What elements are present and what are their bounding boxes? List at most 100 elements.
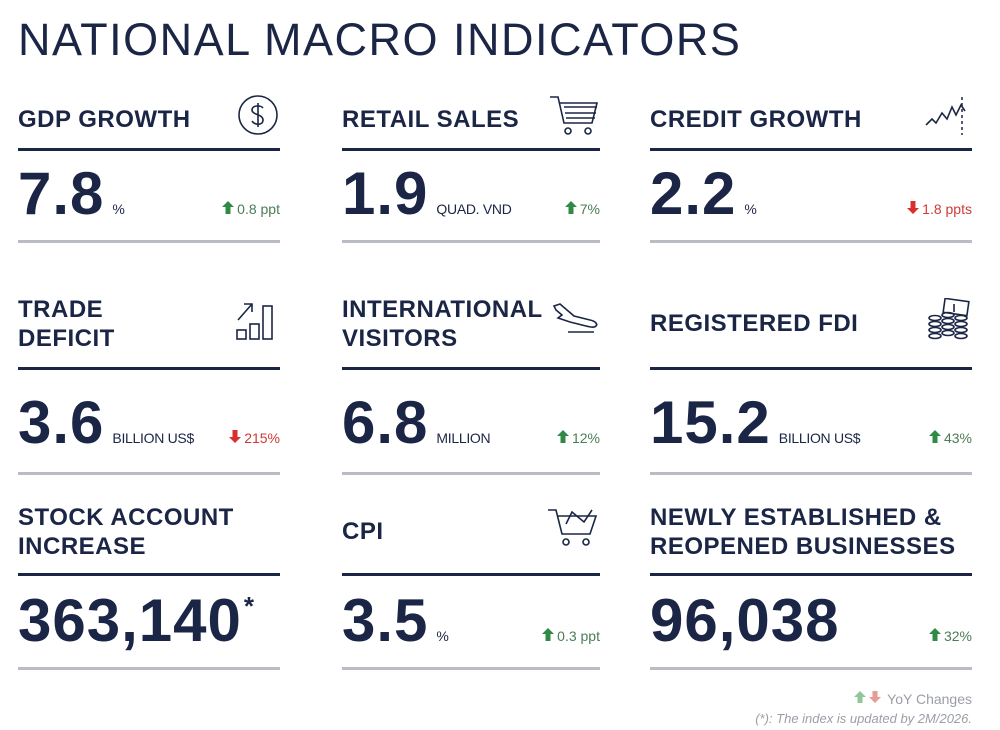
card-title: TRADE DEFICIT xyxy=(18,295,115,353)
divider xyxy=(342,472,600,475)
card-header: RETAIL SALES xyxy=(342,90,600,148)
indicator-card: STOCK ACCOUNT INCREASE 363,140 * xyxy=(18,490,280,670)
card-title-line: VISITORS xyxy=(342,324,458,352)
value-row: 3.5% 0.3 ppt xyxy=(342,591,600,651)
value-row: 363,140 * xyxy=(18,591,280,651)
yoy-change: 215% xyxy=(229,430,280,446)
legend-text: YoY Changes xyxy=(887,691,972,707)
card-title-line: CPI xyxy=(342,518,384,545)
change-text: 7% xyxy=(579,201,600,217)
card-header: NEWLY ESTABLISHED & REOPENED BUSINESSES xyxy=(650,490,972,573)
card-icon xyxy=(926,296,972,347)
value: 3.6 xyxy=(18,389,105,456)
yoy-change: 0.3 ppt xyxy=(542,628,600,644)
value: 7.8 xyxy=(18,160,105,227)
card-icon xyxy=(234,298,280,347)
indicator-card: CPI 3.5% 0.3 ppt xyxy=(342,490,600,670)
card-header: TRADE DEFICIT xyxy=(18,280,280,367)
divider xyxy=(342,148,600,151)
card-title: REGISTERED FDI xyxy=(650,309,858,338)
yoy-change: 12% xyxy=(556,430,600,446)
legend: YoY Changes xyxy=(853,690,972,707)
value: 1.9 xyxy=(342,160,429,227)
card-title: STOCK ACCOUNT INCREASE xyxy=(18,503,234,561)
card-header: INTERNATIONAL VISITORS xyxy=(342,280,600,367)
change-arrow xyxy=(542,628,555,644)
card-title-line: CREDIT GROWTH xyxy=(650,105,862,133)
value: 2.2 xyxy=(650,160,737,227)
divider xyxy=(18,573,280,576)
note-marker: * xyxy=(243,591,255,621)
card-icon xyxy=(550,298,600,347)
indicator-card: TRADE DEFICIT 3.6 BILLION US$ 215% xyxy=(18,280,280,475)
card-header: STOCK ACCOUNT INCREASE xyxy=(18,490,280,573)
card-title-line: RETAIL SALES xyxy=(342,105,520,133)
unit: MILLION xyxy=(436,430,491,446)
card-title-line: REGISTERED FDI xyxy=(650,310,859,337)
card-title-line: DEFICIT xyxy=(18,324,115,352)
card-title: INTERNATIONAL VISITORS xyxy=(342,295,543,353)
card-icon xyxy=(546,506,600,555)
card-title: RETAIL SALES xyxy=(342,105,519,134)
change-text: 43% xyxy=(943,430,972,446)
change-arrow xyxy=(229,430,242,446)
indicator-card: INTERNATIONAL VISITORS 6.8 MILLION 12% xyxy=(342,280,600,475)
divider xyxy=(18,148,280,151)
unit: BILLION US$ xyxy=(112,430,194,446)
card-title-line: INTERNATIONAL xyxy=(342,295,543,323)
unit: % xyxy=(112,201,125,217)
change-arrow xyxy=(564,201,577,217)
divider xyxy=(650,367,972,370)
divider xyxy=(342,240,600,243)
value-row: 6.8 MILLION 12% xyxy=(342,393,600,453)
change-text: 0.3 ppt xyxy=(557,628,600,644)
divider xyxy=(18,667,280,670)
divider xyxy=(342,573,600,576)
change-text: 215% xyxy=(244,430,280,446)
card-title: NEWLY ESTABLISHED & REOPENED BUSINESSES xyxy=(650,503,956,561)
value: 363,140 xyxy=(18,587,242,654)
card-title: CPI xyxy=(342,517,384,546)
card-header: CPI xyxy=(342,490,600,573)
card-title: CREDIT GROWTH xyxy=(650,105,862,134)
value-row: 96,038 32% xyxy=(650,591,972,651)
unit: BILLION US$ xyxy=(778,430,861,446)
change-text: 32% xyxy=(943,628,972,644)
value-row: 15.2 BILLION US$ 43% xyxy=(650,393,972,453)
change-text: 12% xyxy=(571,430,600,446)
unit: QUAD. VND xyxy=(436,201,512,217)
value-row: 7.8% 0.8 ppt xyxy=(18,164,280,224)
indicator-card: REGISTERED FDI 15.2 BILLION US$ 43% xyxy=(650,280,972,475)
divider xyxy=(650,573,972,576)
indicator-card: RETAIL SALES 1.9 QUAD. VND 7% xyxy=(342,90,600,243)
card-title-line: TRADE xyxy=(18,295,104,323)
footnote: (*): The index is updated by 2M/2026. xyxy=(755,711,972,726)
value: 3.5 xyxy=(342,587,429,654)
card-title-line: NEWLY ESTABLISHED & xyxy=(650,503,942,531)
divider xyxy=(342,367,600,370)
value: 15.2 xyxy=(650,389,771,456)
yoy-change: 32% xyxy=(928,628,972,644)
card-title-line: INCREASE xyxy=(18,532,147,560)
yoy-change: 0.8 ppt xyxy=(222,201,280,217)
change-text: 1.8 ppts xyxy=(922,201,972,217)
divider xyxy=(650,472,972,475)
yoy-change: 7% xyxy=(564,201,600,217)
indicator-card: GDP GROWTH 7.8% 0.8 ppt xyxy=(18,90,280,243)
unit: % xyxy=(744,201,757,217)
card-title-line: GDP GROWTH xyxy=(18,105,191,133)
yoy-change: 1.8 ppts xyxy=(907,201,972,217)
change-arrow xyxy=(928,628,941,644)
legend-arrows xyxy=(853,691,881,703)
divider xyxy=(18,367,280,370)
divider xyxy=(650,148,972,151)
value: 96,038 xyxy=(650,587,840,654)
divider xyxy=(342,667,600,670)
change-arrow xyxy=(907,201,920,217)
divider xyxy=(650,240,972,243)
change-arrow xyxy=(556,430,569,446)
divider xyxy=(650,667,972,670)
change-text: 0.8 ppt xyxy=(237,201,280,217)
value-row: 3.6 BILLION US$ 215% xyxy=(18,393,280,453)
